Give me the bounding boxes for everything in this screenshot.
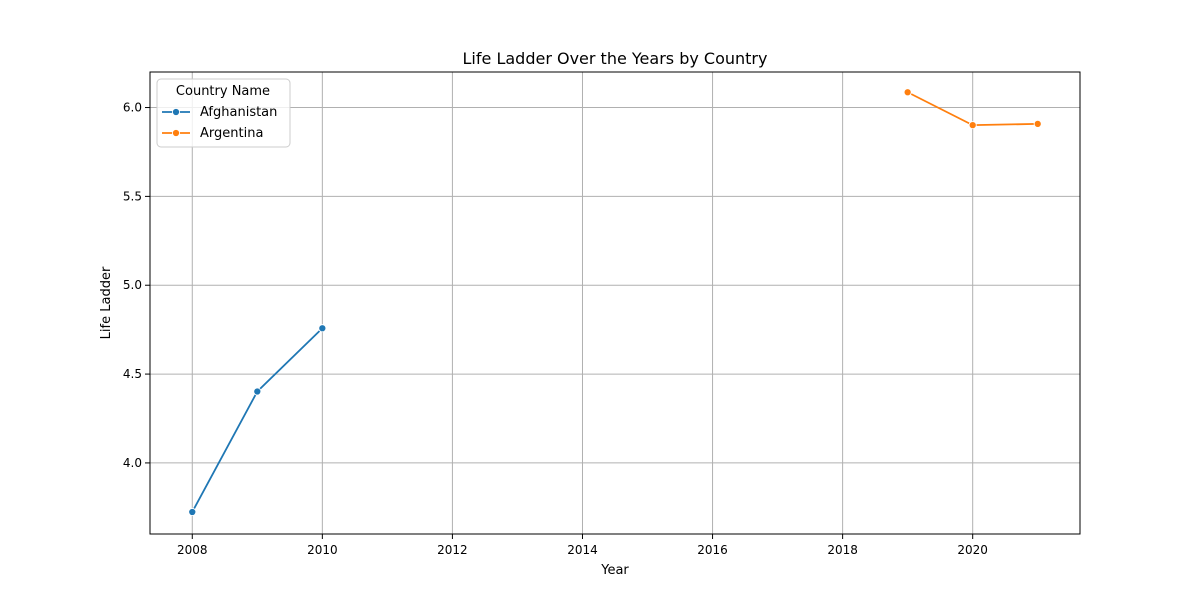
tick-layer: 2008 2010 2012 2014 2016 2018 2020 4.0 4.5 5.0 5.5… (123, 101, 988, 557)
grid (150, 72, 1080, 534)
legend-marker (171, 107, 181, 117)
y-tick-label: 5.5 (123, 189, 142, 203)
legend-box (156, 78, 291, 148)
y-tick-label: 4.0 (123, 456, 142, 470)
x-axis-label: Year (600, 563, 629, 578)
y-tick-label: 4.5 (123, 367, 142, 381)
data-point (1033, 119, 1042, 128)
legend-marker (171, 128, 181, 138)
y-axis-label: Life Ladder (99, 266, 114, 339)
data-point (968, 121, 977, 130)
x-tick-label: 2012 (437, 543, 468, 557)
data-point (253, 387, 262, 396)
y-tick-label: 6.0 (123, 101, 142, 115)
series-layer (188, 88, 1042, 517)
x-tick-label: 2018 (827, 543, 858, 557)
chart-title: Life Ladder Over the Years by Country (463, 49, 768, 68)
x-tick-label: 2008 (177, 543, 208, 557)
y-tick-label: 5.0 (123, 278, 142, 292)
data-point (318, 324, 327, 333)
legend-item-label: Afghanistan (200, 105, 277, 120)
x-tick-label: 2010 (307, 543, 338, 557)
legend-title: Country Name (176, 84, 270, 99)
x-tick-label: 2016 (697, 543, 728, 557)
legend: Country Name Afghanistan Argentina (156, 78, 291, 148)
legend-item-label: Argentina (200, 126, 263, 141)
data-point (903, 88, 912, 97)
x-tick-label: 2014 (567, 543, 598, 557)
x-tick-label: 2020 (957, 543, 988, 557)
data-point (188, 507, 197, 517)
legend-items: Afghanistan Argentina (162, 105, 277, 141)
plot-area-frame (149, 71, 1081, 535)
